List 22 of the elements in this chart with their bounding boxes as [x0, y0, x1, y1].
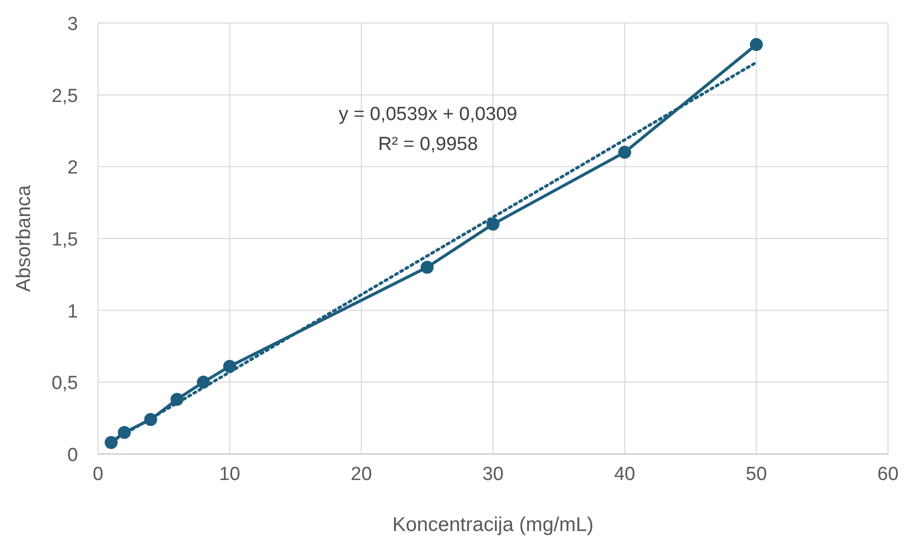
y-tick-label: 0 — [67, 445, 78, 466]
x-tick-label: 50 — [746, 464, 767, 485]
x-tick-label: 30 — [482, 464, 504, 485]
y-axis-title: Absorbanca — [13, 184, 35, 292]
x-tick-label: 60 — [877, 464, 899, 485]
y-tick-label: 0,5 — [52, 373, 78, 394]
annotation: y = 0,0539x + 0,0309 — [338, 104, 518, 125]
y-tick-label: 3 — [67, 14, 78, 35]
x-tick-label: 20 — [350, 464, 372, 485]
annotation: R² = 0,9958 — [378, 134, 478, 155]
x-tick-label: 40 — [614, 464, 636, 485]
y-tick-label: 2,5 — [52, 86, 78, 107]
x-axis-title: Koncentracija (mg/mL) — [392, 514, 594, 536]
point — [486, 218, 500, 231]
y-tick-label: 1 — [67, 301, 78, 322]
y-tick-label: 2 — [67, 158, 78, 179]
point — [618, 146, 632, 159]
point — [420, 260, 434, 274]
x-tick-label: 10 — [219, 464, 240, 485]
x-tick-label: 0 — [92, 464, 104, 485]
y-tick-label: 1,5 — [52, 230, 78, 250]
point — [750, 38, 763, 52]
